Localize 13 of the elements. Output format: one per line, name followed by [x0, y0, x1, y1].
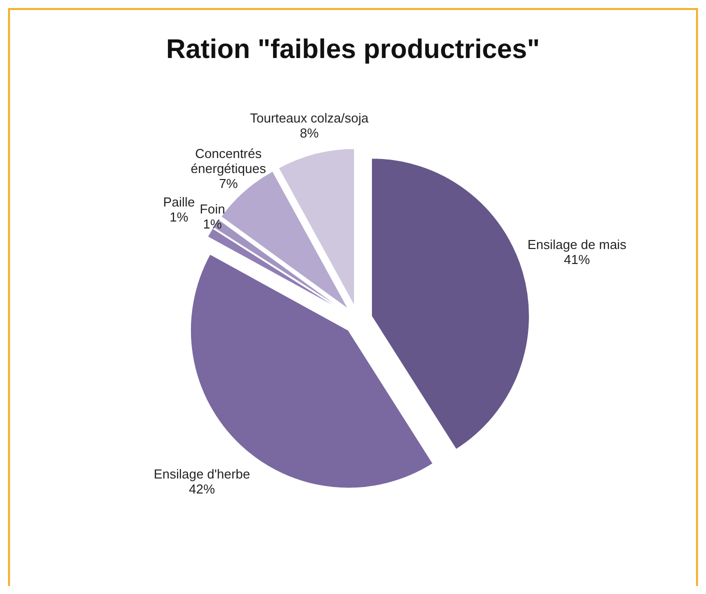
data-label: 8%: [300, 126, 320, 141]
slice-label: Ensilage de mais: [527, 236, 627, 252]
slice-label: Tourteaux colza/soja: [250, 110, 370, 126]
data-label: 7%: [218, 176, 238, 191]
slice-label: Paille: [163, 194, 195, 210]
data-label: 42%: [188, 482, 216, 497]
data-label: 1%: [170, 210, 189, 225]
data-label: 1%: [203, 216, 222, 232]
data-label: 41%: [564, 252, 590, 267]
slice-label: Concentrés énergétiques: [190, 146, 266, 176]
slice-label: Foin: [200, 202, 226, 217]
chart-title: Ration "faibles productrices": [165, 34, 541, 65]
slice-label: Ensilage d'herbe: [154, 466, 250, 482]
